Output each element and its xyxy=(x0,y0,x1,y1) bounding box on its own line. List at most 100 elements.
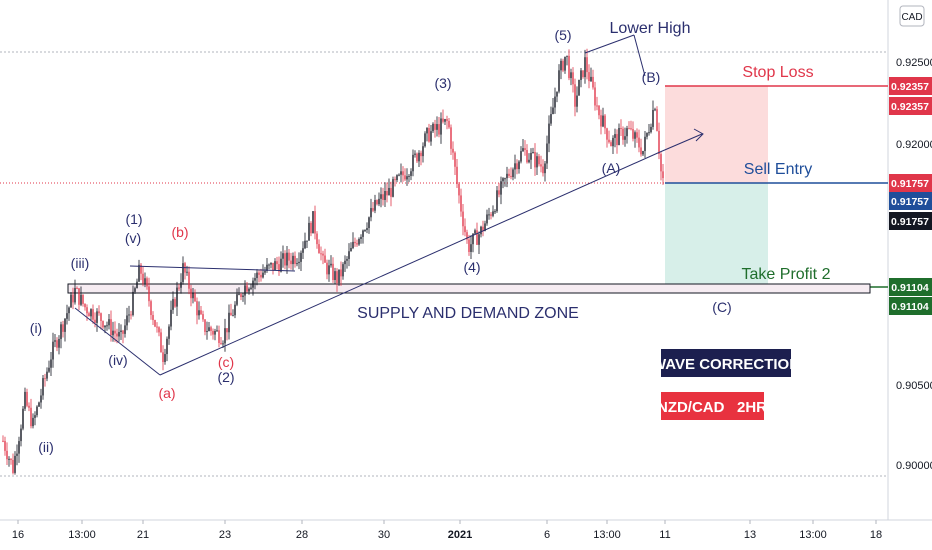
candle-body xyxy=(650,126,652,133)
candle-body xyxy=(106,325,108,327)
candle-body xyxy=(422,146,424,157)
candles xyxy=(2,48,664,475)
candle-body xyxy=(388,187,390,196)
candle-body xyxy=(336,271,338,283)
candle-body xyxy=(148,286,150,302)
wave-label: (ii) xyxy=(38,439,54,455)
candle-body xyxy=(268,264,270,266)
candle-body xyxy=(340,269,342,277)
candle-body xyxy=(72,294,74,303)
candle-body xyxy=(492,211,494,216)
price-tick-label: 0.92000 xyxy=(896,139,932,151)
candle-body xyxy=(192,293,194,299)
time-tick-label: 13:00 xyxy=(799,529,827,541)
candle-body xyxy=(96,311,98,323)
price-tag xyxy=(889,174,932,192)
candle-body xyxy=(632,129,634,139)
candle-body xyxy=(320,253,322,255)
candle-body xyxy=(564,56,566,71)
price-tag-text: 0.91104 xyxy=(891,301,929,313)
candle-body xyxy=(594,87,596,106)
candle-body xyxy=(272,262,274,271)
candle-body xyxy=(604,115,606,129)
candle-body xyxy=(624,136,626,140)
candle-body xyxy=(118,332,120,337)
candle-body xyxy=(76,288,78,290)
candle-body xyxy=(306,240,308,242)
candle-body xyxy=(618,128,620,146)
time-axis[interactable]: 16 13:00 21 23 28 30 2021 6 13:00 11 13 13:00 18 xyxy=(12,520,882,541)
candle-body xyxy=(426,127,428,134)
wave-label: (2) xyxy=(217,369,234,385)
candle-body xyxy=(630,128,632,130)
candle-body xyxy=(414,153,416,155)
candle-body xyxy=(58,338,60,348)
candle-body xyxy=(158,327,160,333)
candle-body xyxy=(318,244,320,254)
candle-body xyxy=(270,262,272,265)
candle-body xyxy=(262,272,264,278)
time-tick-label: 30 xyxy=(378,529,390,541)
wave-label: (iii) xyxy=(71,255,90,271)
candle-body xyxy=(246,285,248,292)
candle-body xyxy=(196,301,198,316)
lower-high-line-2 xyxy=(633,34,646,77)
candle-body xyxy=(322,253,324,256)
candle-body xyxy=(132,291,134,315)
candle-body xyxy=(542,166,544,174)
candle-body xyxy=(300,252,302,262)
candle-body xyxy=(330,263,332,266)
candle-body xyxy=(614,134,616,138)
candle-body xyxy=(384,191,386,200)
candle-body xyxy=(464,226,466,233)
candle-body xyxy=(590,76,592,82)
currency-badge[interactable] xyxy=(899,5,925,27)
trendline-a-leg xyxy=(74,307,161,376)
candle-body xyxy=(380,194,382,199)
candle-body xyxy=(496,190,498,212)
wave-label: (a) xyxy=(158,385,175,401)
wave-labels: (i) (ii) (iii) (iv) (v) (1) (a) (b) (c)(2) (3) (4)… xyxy=(30,27,732,455)
candle-body xyxy=(276,261,278,265)
candle-body xyxy=(598,105,600,116)
price-tag-text: 0.91757 xyxy=(891,178,929,190)
candle-body xyxy=(170,309,172,327)
candle-body xyxy=(114,330,116,334)
wave-label: (b) xyxy=(171,224,188,240)
candle-body xyxy=(206,331,208,333)
time-tick-label: 6 xyxy=(544,529,550,541)
candle-body xyxy=(448,120,450,128)
candle-body xyxy=(102,320,104,328)
time-tick-label: 18 xyxy=(870,529,882,541)
stop-loss-label: Stop Loss xyxy=(742,64,813,81)
candle-body xyxy=(626,128,628,137)
price-axis[interactable]: 0.92500 0.92000 0.90500 0.90000 xyxy=(896,57,932,472)
candle-body xyxy=(358,238,360,245)
candle-body xyxy=(56,340,58,348)
candle-body xyxy=(112,330,114,336)
candle-body xyxy=(154,320,156,327)
price-tag-text: 0.91757 xyxy=(891,216,929,228)
candle-body xyxy=(282,253,284,259)
candle-body xyxy=(172,299,174,310)
candle-body xyxy=(470,244,472,252)
candle-body xyxy=(416,153,418,162)
candle-body xyxy=(644,136,646,151)
candle-body xyxy=(236,294,238,305)
candle-body xyxy=(240,294,242,298)
price-tag xyxy=(889,278,932,296)
candle-body xyxy=(452,148,454,153)
candle-body xyxy=(14,455,16,473)
candle-body xyxy=(566,55,568,57)
candle-body xyxy=(412,154,414,172)
candle-body xyxy=(82,294,84,304)
candle-body xyxy=(38,402,40,407)
candle-body xyxy=(576,95,578,107)
candle-body xyxy=(612,137,614,147)
candle-body xyxy=(244,285,246,296)
price-tag xyxy=(889,212,932,230)
candle-body xyxy=(194,293,196,302)
wave-label: (5) xyxy=(554,27,571,43)
candle-body xyxy=(168,326,170,339)
candle-body xyxy=(406,176,408,180)
